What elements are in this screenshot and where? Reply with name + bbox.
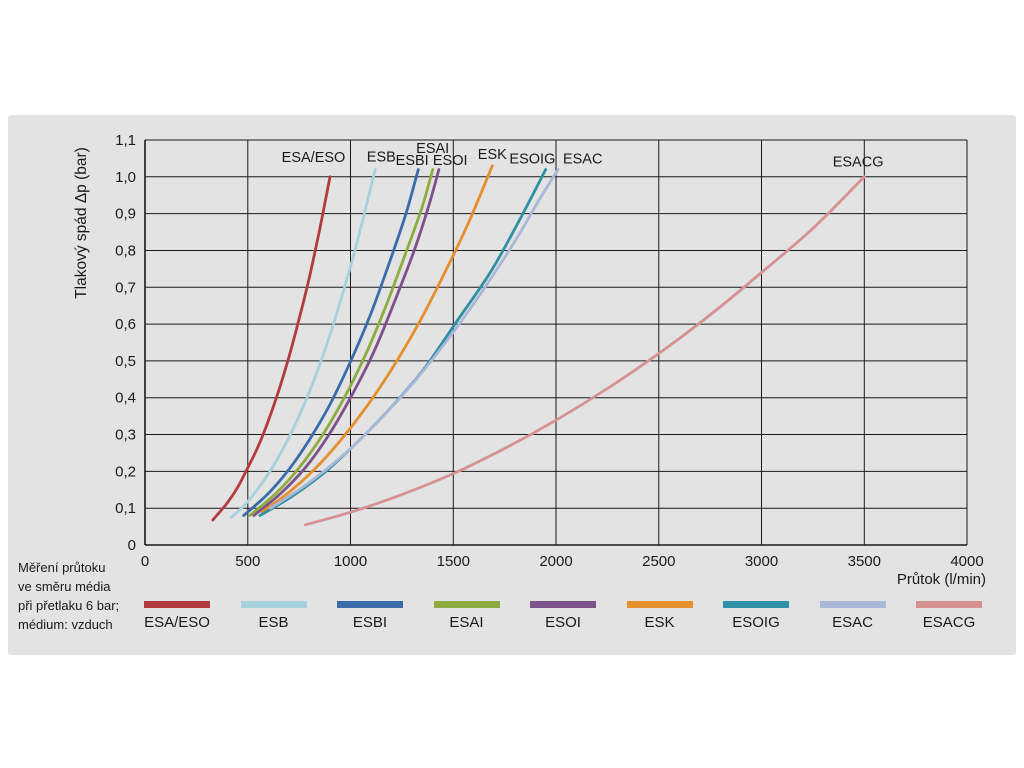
y-tick-label: 0,7 bbox=[115, 279, 136, 296]
legend-swatch bbox=[240, 601, 307, 608]
x-tick-label: 3000 bbox=[745, 553, 778, 570]
y-tick-label: 0,5 bbox=[115, 353, 136, 370]
series-label: ESOIG bbox=[509, 152, 555, 168]
series-label: ESBI bbox=[396, 153, 429, 169]
series-label: ESB bbox=[367, 149, 396, 165]
series-line-esb bbox=[229, 168, 377, 519]
legend-label: ESACG bbox=[922, 614, 976, 631]
series-line-esk bbox=[260, 164, 494, 514]
legend-item: ESBI bbox=[331, 601, 409, 631]
measurement-note: Měření průtoku ve směru média při přetla… bbox=[18, 560, 120, 632]
x-tick-label: 0 bbox=[141, 553, 149, 570]
x-tick-label: 1500 bbox=[437, 553, 470, 570]
legend-label: ESAI bbox=[449, 614, 484, 631]
series-label: ESAC bbox=[563, 152, 603, 168]
legend-item: ESAI bbox=[428, 601, 506, 631]
legend-label: ESK bbox=[644, 614, 675, 631]
x-axis-title: Průtok (l/min) bbox=[896, 571, 986, 588]
x-tick-label: 4000 bbox=[950, 553, 983, 570]
y-tick-label: 0,9 bbox=[115, 206, 136, 223]
x-tick-label: 500 bbox=[235, 553, 260, 570]
series-line-esacg bbox=[303, 175, 866, 527]
series-label: ESACG bbox=[833, 155, 884, 171]
legend-item: ESOI bbox=[524, 601, 602, 631]
legend-item: ESA/ESO bbox=[138, 601, 216, 631]
y-tick-label: 0,3 bbox=[115, 427, 136, 444]
y-tick-label: 1,1 bbox=[115, 132, 136, 149]
series-line-esai bbox=[248, 168, 435, 517]
x-tick-label: 1000 bbox=[334, 553, 367, 570]
legend-label: ESOI bbox=[545, 614, 581, 631]
y-axis-title: Tlakový spád Δp (bar) bbox=[73, 147, 90, 299]
series-line-esbi bbox=[242, 168, 420, 517]
legend-swatch bbox=[433, 601, 500, 608]
legend-item: ESAC bbox=[814, 601, 892, 631]
legend-swatch bbox=[337, 601, 403, 608]
legend-swatch bbox=[916, 601, 982, 608]
legend-swatch bbox=[144, 601, 210, 608]
legend-label: ESB bbox=[258, 614, 289, 631]
legend-swatch bbox=[723, 601, 789, 608]
chart-panel: 0 0,1 0,2 0,3 0,4 0,5 0,6 0,7 0,8 0,9 1,0 1,1 0 500 10… bbox=[8, 115, 1016, 655]
y-tick-label: 0,8 bbox=[115, 243, 136, 260]
series-line-esa-eso bbox=[211, 175, 332, 522]
legend-item: ESK bbox=[621, 601, 699, 631]
legend-label: ESBI bbox=[352, 614, 388, 631]
chart-svg: 0 0,1 0,2 0,3 0,4 0,5 0,6 0,7 0,8 0,9 1,0 1,1 0 500 10… bbox=[73, 132, 984, 570]
y-tick-label: 0,6 bbox=[115, 316, 136, 333]
series-label: ESAI bbox=[416, 141, 449, 157]
y-tick-label: 0 bbox=[128, 537, 136, 554]
legend-label: ESAC bbox=[832, 614, 873, 631]
legend-item: ESB bbox=[235, 601, 313, 631]
x-tick-label: 2000 bbox=[539, 553, 572, 570]
legend-swatch bbox=[530, 601, 596, 608]
y-tick-label: 0,2 bbox=[115, 463, 136, 480]
series-line-esac bbox=[269, 168, 560, 510]
y-tick-label: 0,4 bbox=[115, 390, 136, 407]
legend: ESA/ESO ESB ESBI ESAI ESOI ESK ESOIG ESAC ESACG bbox=[138, 601, 988, 631]
legend-label: ESA/ESO bbox=[144, 614, 210, 631]
legend-label: ESOIG bbox=[732, 614, 780, 631]
legend-item: ESOIG bbox=[717, 601, 795, 631]
legend-item: ESACG bbox=[910, 601, 988, 631]
series-line-esoi bbox=[252, 168, 441, 517]
legend-swatch bbox=[626, 601, 693, 608]
series-label: ESA/ESO bbox=[282, 150, 346, 166]
x-tick-label: 3500 bbox=[848, 553, 881, 570]
series-label: ESOI bbox=[433, 153, 468, 169]
y-tick-label: 1,0 bbox=[115, 169, 136, 186]
legend-swatch bbox=[819, 601, 886, 608]
series-label: ESK bbox=[478, 147, 507, 163]
y-tick-label: 0,1 bbox=[115, 500, 136, 517]
x-tick-label: 2500 bbox=[642, 553, 675, 570]
